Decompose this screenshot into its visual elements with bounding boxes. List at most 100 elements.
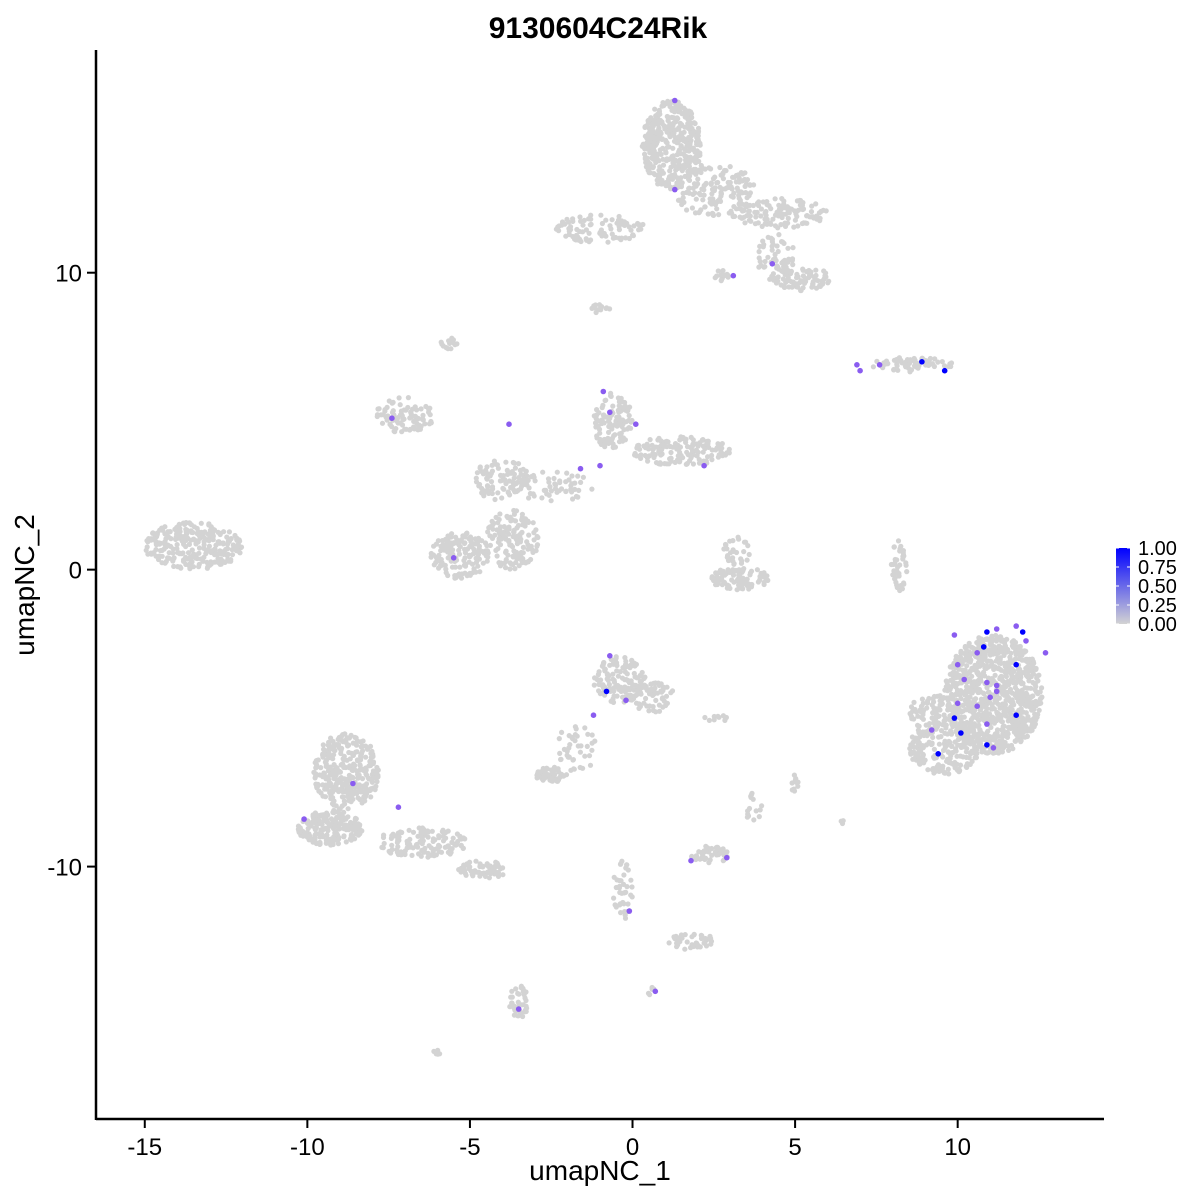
cell-point — [939, 359, 945, 365]
cell-point — [684, 158, 691, 164]
cell-point — [591, 413, 597, 419]
cell-point — [698, 169, 704, 176]
cell-point — [777, 210, 783, 216]
cell-point — [763, 208, 769, 215]
cell-point — [1006, 747, 1012, 754]
color-legend: 1.000.750.500.250.00 — [1116, 538, 1177, 636]
cell-point — [348, 832, 355, 838]
cell-point — [412, 404, 418, 410]
cell-point — [693, 171, 699, 177]
cell-point — [374, 413, 380, 420]
cell-point — [774, 243, 780, 249]
cell-point — [409, 852, 415, 859]
cell-point — [791, 224, 797, 230]
cell-point — [326, 744, 333, 751]
cell-point — [522, 559, 528, 565]
cell-point — [997, 658, 1003, 664]
cell-point — [902, 363, 909, 369]
cell-point — [599, 304, 605, 310]
cell-point — [569, 473, 575, 479]
cell-point — [1023, 692, 1029, 698]
cell-point — [969, 673, 975, 679]
cell-point — [946, 771, 952, 777]
cell-point — [976, 672, 983, 678]
cell-point — [684, 449, 690, 455]
cell-point — [204, 559, 210, 566]
cell-point — [530, 491, 536, 497]
cell-point — [1019, 687, 1025, 693]
cell-point — [597, 436, 603, 442]
cell-point — [727, 569, 733, 576]
cell-point — [756, 814, 762, 820]
cell-point — [596, 688, 602, 694]
cell-point — [407, 426, 413, 432]
cell-point — [650, 692, 656, 698]
cell-point — [179, 538, 185, 544]
cell-point — [180, 550, 186, 556]
cell-point — [563, 233, 569, 239]
cell-point — [758, 213, 764, 219]
cell-point — [200, 558, 206, 564]
cell-point — [461, 540, 468, 547]
cell-point — [764, 573, 770, 579]
cell-point — [642, 146, 648, 152]
cell-point — [753, 214, 759, 220]
cell-point — [353, 742, 360, 748]
cell-point — [621, 901, 627, 907]
cell-point — [631, 660, 638, 667]
cell-point — [990, 651, 996, 657]
cell-point — [488, 470, 494, 477]
cell-point — [663, 702, 669, 709]
cell-point — [221, 551, 227, 558]
cell-point — [526, 532, 532, 538]
cell-point — [1025, 685, 1031, 691]
cell-point — [389, 842, 395, 848]
cell-point — [623, 235, 629, 241]
cell-point — [686, 186, 692, 192]
cell-point — [370, 753, 376, 760]
cell-point — [520, 1002, 527, 1008]
expressing-cell-point — [984, 679, 990, 686]
expressing-cell-point — [1023, 638, 1029, 644]
cell-point — [524, 482, 530, 488]
cell-point — [991, 693, 997, 699]
cell-point — [611, 433, 617, 439]
cell-point — [894, 363, 900, 369]
cell-point — [582, 725, 588, 731]
cell-point — [684, 939, 690, 945]
cell-point — [470, 541, 476, 547]
cell-point — [692, 210, 699, 216]
cell-point — [448, 540, 454, 546]
cell-point — [628, 877, 634, 883]
cell-point — [665, 118, 671, 124]
cell-point — [1004, 646, 1011, 652]
cell-point — [736, 192, 742, 198]
cell-point — [453, 842, 460, 848]
cell-point — [668, 449, 674, 456]
cell-point — [785, 208, 791, 214]
cell-point — [494, 553, 500, 559]
cell-point — [651, 134, 657, 140]
cell-point — [745, 581, 752, 587]
expressing-cell-point — [993, 626, 1000, 632]
cell-point — [144, 544, 150, 550]
cell-point — [577, 764, 583, 771]
cell-point — [771, 275, 777, 281]
cell-point — [790, 262, 796, 268]
cell-point — [495, 490, 501, 496]
cell-point — [989, 702, 995, 708]
cell-point — [975, 737, 981, 744]
cell-point — [999, 749, 1006, 755]
cell-point — [773, 258, 779, 264]
cell-point — [1018, 678, 1024, 684]
cell-point — [363, 743, 369, 749]
cell-point — [665, 439, 671, 445]
cell-point — [628, 892, 634, 898]
cell-point — [374, 769, 380, 775]
cell-point — [497, 478, 503, 484]
cell-point — [766, 203, 772, 209]
cell-point — [975, 711, 982, 718]
cell-point — [1011, 674, 1017, 680]
cell-point — [792, 217, 799, 223]
cell-point — [341, 809, 347, 816]
